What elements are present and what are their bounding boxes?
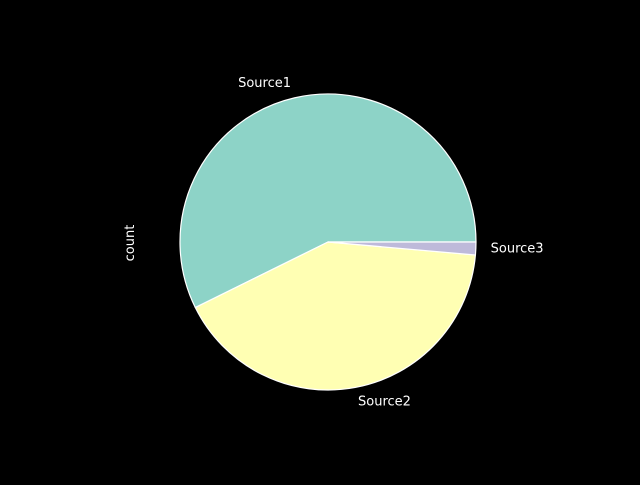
pie-slice-source3 — [327, 241, 477, 256]
pie-labels: Source1 Source2 Source3 — [238, 76, 543, 410]
y-axis-label: count — [123, 225, 138, 262]
pie-label-source2: Source2 — [358, 395, 411, 410]
pie-label-source1: Source1 — [238, 76, 291, 91]
pie-slice-source1 — [179, 93, 477, 309]
pie-label-source3: Source3 — [491, 242, 544, 257]
pie-slice-source2 — [194, 241, 477, 391]
pie-slices — [179, 93, 477, 391]
